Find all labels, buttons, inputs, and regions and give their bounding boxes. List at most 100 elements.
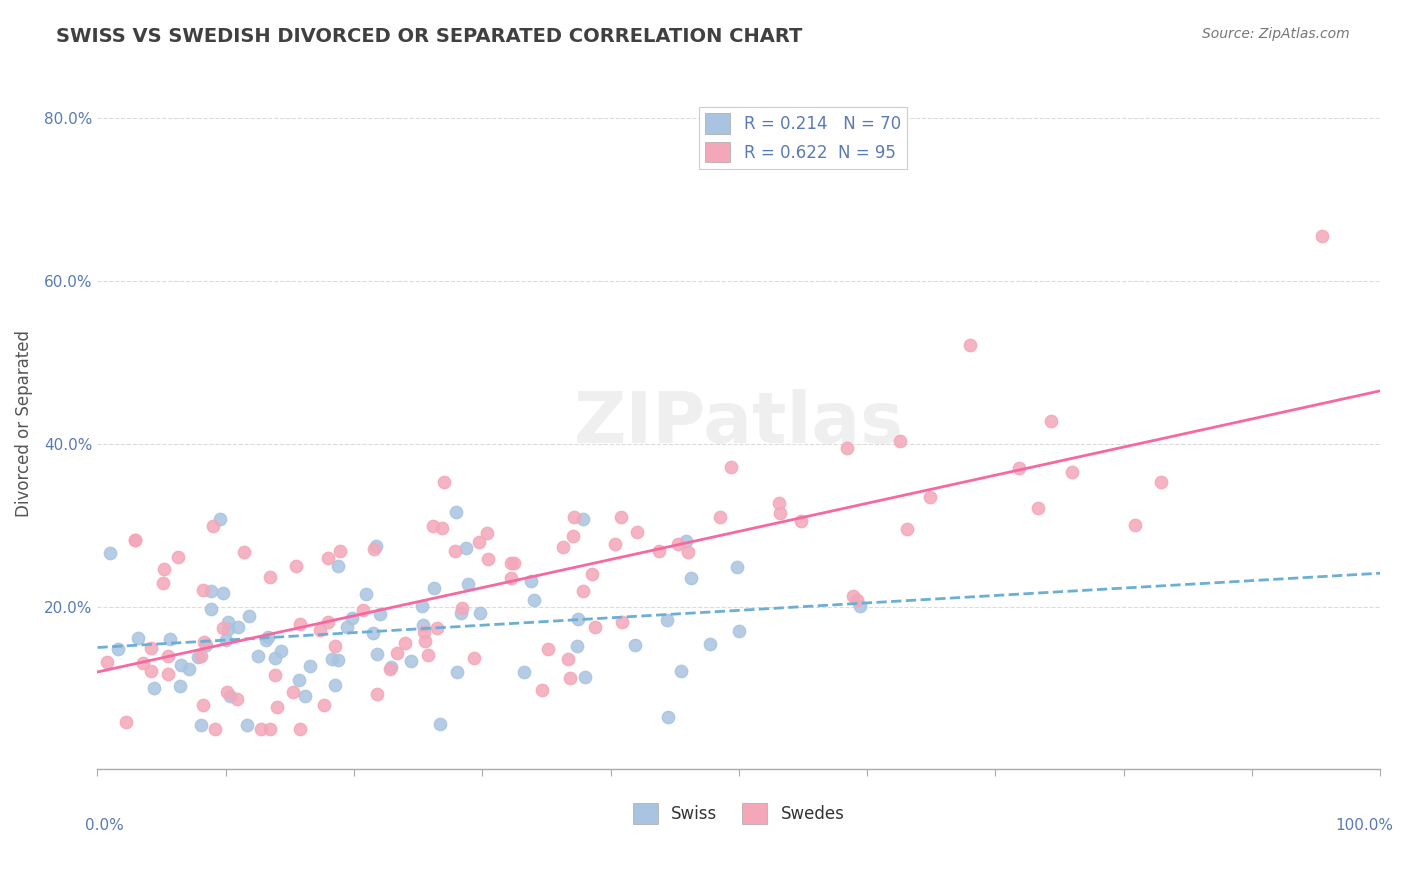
Point [454, 541, 477, 555]
Point [378, 662, 401, 676]
Point [236, 717, 259, 731]
Point [394, 636, 416, 650]
Point [257, 630, 280, 644]
Point [412, 618, 434, 632]
Point [418, 648, 440, 662]
Point [288, 673, 311, 687]
Point [889, 434, 911, 449]
Point [368, 607, 391, 621]
Point [290, 617, 312, 632]
Point [342, 611, 364, 625]
Point [572, 512, 595, 526]
Point [560, 671, 582, 685]
Point [768, 496, 790, 510]
Point [211, 621, 233, 635]
Point [1008, 461, 1031, 475]
Text: Source: ZipAtlas.com: Source: ZipAtlas.com [1202, 27, 1350, 41]
Point [270, 644, 292, 658]
Point [204, 722, 226, 736]
Point [177, 662, 200, 676]
Point [430, 520, 453, 534]
Point [200, 602, 222, 616]
Point [444, 505, 467, 519]
Point [567, 612, 589, 626]
Point [655, 613, 678, 627]
Point [562, 510, 585, 524]
Point [626, 525, 648, 540]
Point [423, 582, 446, 596]
Point [557, 652, 579, 666]
Point [835, 442, 858, 456]
Point [426, 621, 449, 635]
Point [1026, 500, 1049, 515]
Point [263, 651, 285, 665]
Point [551, 540, 574, 554]
Point [725, 560, 748, 574]
Point [152, 576, 174, 591]
Point [254, 632, 277, 647]
Point [326, 558, 349, 573]
Point [422, 519, 444, 533]
Point [107, 642, 129, 657]
Point [321, 652, 343, 666]
Point [523, 593, 546, 607]
Point [193, 635, 215, 649]
Point [503, 557, 526, 571]
Point [429, 716, 451, 731]
Point [399, 654, 422, 668]
Point [159, 632, 181, 646]
Point [450, 607, 472, 621]
Point [499, 571, 522, 585]
Point [605, 537, 627, 551]
Point [411, 599, 433, 613]
Point [131, 656, 153, 670]
Point [139, 640, 162, 655]
Point [139, 664, 162, 678]
Point [446, 665, 468, 679]
Point [849, 599, 872, 614]
Point [451, 600, 474, 615]
Point [380, 659, 402, 673]
Point [328, 543, 350, 558]
Point [96, 655, 118, 669]
Point [842, 589, 865, 603]
Point [266, 700, 288, 714]
Point [610, 509, 633, 524]
Point [463, 650, 485, 665]
Point [238, 609, 260, 624]
Point [193, 698, 215, 712]
Point [444, 544, 467, 558]
Point [581, 567, 603, 582]
Point [574, 670, 596, 684]
Point [264, 667, 287, 681]
Point [648, 544, 671, 558]
Point [412, 624, 434, 639]
Point [1060, 465, 1083, 479]
Point [323, 639, 346, 653]
Point [215, 632, 238, 647]
Point [326, 653, 349, 667]
Point [190, 648, 212, 663]
Point [156, 667, 179, 681]
Point [671, 664, 693, 678]
Point [675, 534, 697, 549]
Point [187, 649, 209, 664]
Point [366, 648, 388, 662]
Point [457, 576, 479, 591]
Point [143, 681, 166, 695]
Point [218, 689, 240, 703]
Point [520, 574, 543, 588]
Point [232, 544, 254, 558]
Point [768, 506, 790, 520]
Point [666, 537, 689, 551]
Point [250, 722, 273, 736]
Point [316, 615, 339, 630]
Point [1150, 475, 1173, 490]
Point [124, 533, 146, 548]
Point [335, 620, 357, 634]
Point [114, 714, 136, 729]
Legend: Swiss, Swedes: Swiss, Swedes [626, 797, 852, 830]
Point [709, 509, 731, 524]
Text: ZIPatlas: ZIPatlas [574, 389, 904, 458]
Point [561, 528, 583, 542]
